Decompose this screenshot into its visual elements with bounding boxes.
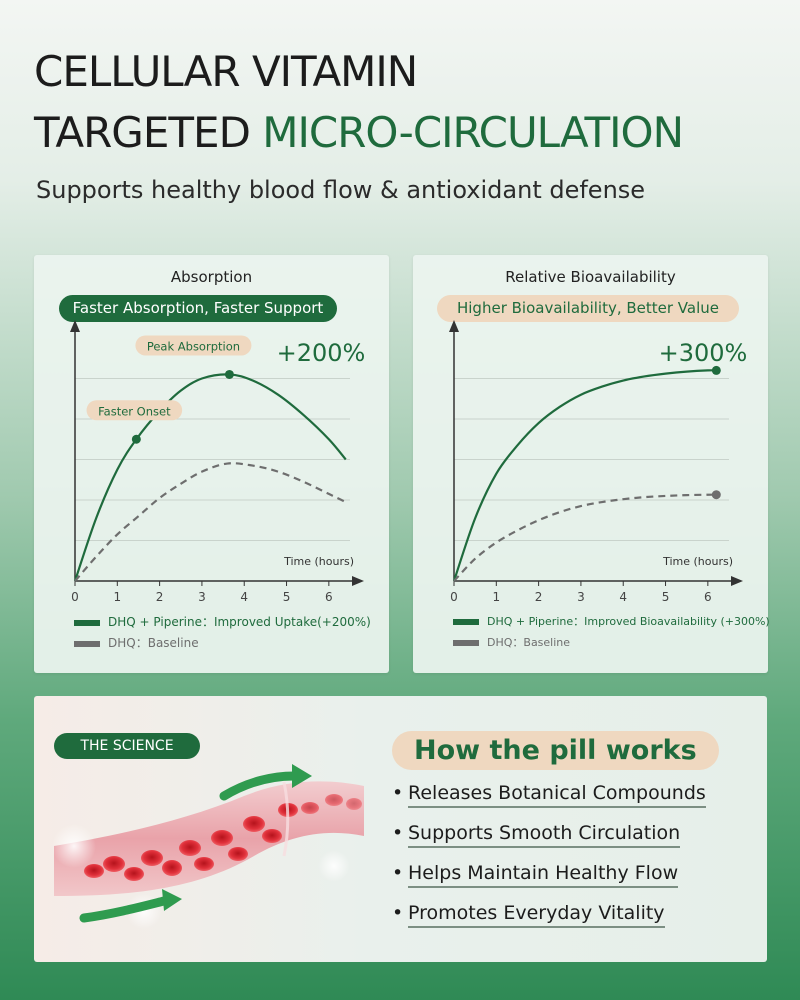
legend-swatch-gray	[74, 640, 100, 647]
x-tick-label: 2	[156, 590, 164, 604]
annotation-pill	[86, 400, 183, 421]
flow-arrow-icon	[79, 889, 182, 923]
x-axis-label: Time (hours)	[283, 555, 354, 568]
list-item: • Promotes Everyday Vitality	[392, 902, 706, 942]
benefit-text: Helps Maintain Healthy Flow	[408, 862, 679, 888]
x-tick-label: 5	[662, 590, 670, 604]
absorption-chart-title: Absorption	[170, 268, 253, 286]
baseline-series-line	[74, 462, 347, 582]
series-end-point	[711, 365, 721, 375]
x-tick-label: 6	[325, 590, 333, 604]
legend-item-baseline: DHQ：Baseline	[453, 634, 570, 650]
title-accent: MICRO-CIRCULATION	[262, 108, 684, 157]
x-tick-label: 6	[704, 590, 712, 604]
absorption-chart: 0 1 2 3 4 5 6 Time (hours) Faster Onset Peak Abso…	[70, 320, 366, 604]
list-item: • Helps Maintain Healthy Flow	[392, 862, 706, 902]
bioavailability-card: Relative Bioavailability Higher Bioavail…	[413, 255, 770, 673]
x-tick-label: 1	[113, 590, 121, 604]
x-tick-label: 0	[450, 590, 458, 604]
absorption-card: Absorption Faster Absorption, Faster Sup…	[34, 255, 389, 673]
blood-vessel-illustration	[52, 764, 364, 929]
list-item: • Releases Botanical Compounds	[392, 782, 706, 822]
bioavailability-tagline: Higher Bioavailability, Better Value	[437, 295, 739, 322]
page-subtitle: Supports healthy blood flow & antioxidan…	[36, 176, 646, 204]
legend-label: DHQ + Piperine：Improved Bioavailability …	[487, 615, 770, 628]
legend-swatch-green	[453, 619, 479, 625]
x-axis-arrow-icon	[731, 576, 743, 586]
benefit-text: Promotes Everyday Vitality	[408, 902, 665, 928]
benefit-text: Releases Botanical Compounds	[408, 782, 706, 808]
bullet-dot: •	[392, 822, 404, 844]
annotation-pill	[135, 335, 252, 356]
x-tick-label: 1	[492, 590, 500, 604]
bioavailability-chart-title: Relative Bioavailability	[505, 268, 676, 286]
x-axis-arrow-icon	[352, 576, 364, 586]
annotation-label: Faster Onset	[98, 404, 171, 418]
peak-percent-label: +200%	[277, 339, 366, 367]
legend-label: DHQ + Piperine：Improved Uptake(+200%)	[108, 615, 371, 629]
science-badge: THE SCIENCE	[54, 733, 200, 759]
legend-item-improved: DHQ + Piperine：Improved Uptake(+200%)	[74, 613, 371, 630]
flow-arrow-icon	[219, 764, 312, 801]
benefit-list: • Releases Botanical Compounds • Supports …	[392, 782, 706, 942]
legend-label: DHQ：Baseline	[108, 636, 199, 650]
y-axis-arrow-icon	[449, 320, 459, 332]
x-tick-label: 3	[577, 590, 585, 604]
bullet-dot: •	[392, 862, 404, 884]
annotation-label: Peak Absorption	[147, 339, 240, 353]
annotation-point	[224, 369, 234, 379]
legend-item-baseline: DHQ：Baseline	[74, 634, 199, 651]
red-blood-cells	[84, 794, 362, 881]
list-item: • Supports Smooth Circulation	[392, 822, 706, 862]
baseline-series-line	[453, 493, 717, 582]
bioavailability-chart: 0 1 2 3 4 5 6 Time (hours) +300%	[449, 320, 748, 604]
improved-series-line	[452, 369, 717, 582]
x-tick-label: 4	[619, 590, 627, 604]
x-tick-label: 2	[535, 590, 543, 604]
legend-label: DHQ：Baseline	[487, 636, 571, 649]
title-line-2: TARGETED MICRO-CIRCULATION	[34, 108, 684, 157]
x-tick-label: 5	[283, 590, 291, 604]
x-tick-label: 3	[198, 590, 206, 604]
absorption-tagline: Faster Absorption, Faster Support	[59, 295, 337, 322]
legend-swatch-green	[74, 619, 100, 626]
legend-item-improved: DHQ + Piperine：Improved Bioavailability …	[453, 613, 770, 629]
x-tick-label: 0	[71, 590, 79, 604]
title-prefix: TARGETED	[34, 108, 251, 157]
bullet-dot: •	[392, 782, 404, 804]
annotation-point	[131, 434, 141, 444]
benefit-text: Supports Smooth Circulation	[408, 822, 681, 848]
series-end-point	[711, 490, 721, 500]
legend-swatch-gray	[453, 640, 479, 646]
science-panel: THE SCIENCE How the pill works • Releases…	[34, 696, 767, 962]
x-tick-label: 4	[240, 590, 248, 604]
y-axis-arrow-icon	[70, 320, 80, 332]
how-it-works-heading: How the pill works	[392, 731, 719, 770]
title-line-1: CELLULAR VITAMIN	[34, 47, 418, 96]
improved-series-line	[73, 373, 347, 582]
peak-percent-label: +300%	[659, 339, 748, 367]
bullet-dot: •	[392, 902, 404, 924]
x-axis-label: Time (hours)	[662, 555, 733, 568]
